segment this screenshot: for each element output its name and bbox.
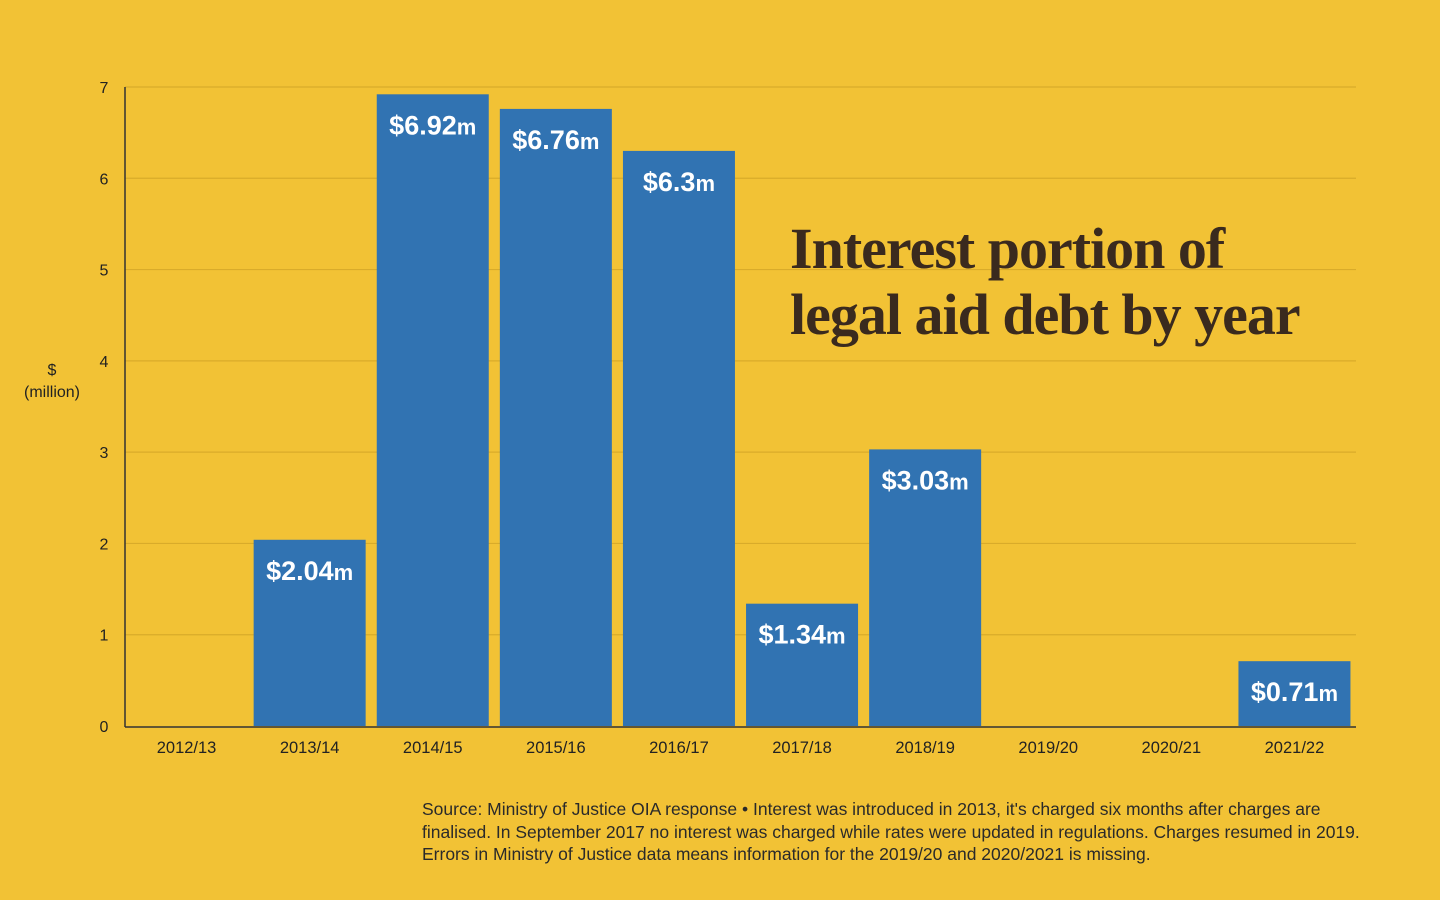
y-axis-label-line: $ [48,362,57,379]
y-axis-label-line: (million) [24,384,80,401]
y-tick-label: 7 [100,80,109,97]
bar-value-unit: m [580,129,600,154]
y-tick-label: 3 [100,445,109,462]
bar-value-unit: m [1318,681,1338,706]
bar-value-unit: m [695,171,715,196]
x-tick-label: 2013/14 [280,739,340,757]
bar-2016-17 [622,150,735,726]
bar-value-label: $6.3m [643,167,715,197]
y-tick-label: 1 [100,628,109,645]
bar-value-label: $2.04m [266,556,353,586]
bar-2017-18 [746,603,859,726]
chart-title-line: Interest portion of [790,216,1226,281]
chart-title-line: legal aid debt by year [790,282,1300,347]
bar-value-number: $2.04 [266,556,334,586]
y-axis-label: $ (million) [24,362,80,401]
x-tick-label: 2016/17 [649,739,709,757]
bar-value-label: $1.34m [758,620,845,650]
bar-value-label: $6.76m [512,125,599,155]
x-tick-label: 2017/18 [772,739,832,757]
bar-2015-16 [499,108,612,726]
y-tick-label: 4 [100,354,109,371]
bar-value-label: $0.71m [1251,677,1338,707]
bar-value-number: $1.34 [758,620,826,650]
bar-value-number: $0.71 [1251,677,1319,707]
bar-value-unit: m [457,114,477,139]
source-footnote: Source: Ministry of Justice OIA response… [422,799,1360,864]
bar-value-number: $6.92 [389,110,457,140]
y-tick-label: 5 [100,263,109,280]
y-tick-label: 6 [100,171,109,188]
x-tick-label: 2020/21 [1142,739,1202,757]
x-tick-label: 2021/22 [1265,739,1325,757]
bar-2013-14 [253,539,366,726]
bar-value-label: $6.92m [389,110,476,140]
x-tick-label: 2015/16 [526,739,586,757]
x-tick-label: 2012/13 [157,739,217,757]
y-tick-label: 2 [100,536,109,553]
bar-value-number: $3.03 [882,465,950,495]
x-tick-label: 2019/20 [1018,739,1078,757]
bar-value-unit: m [826,624,846,649]
x-tick-label: 2018/19 [895,739,955,757]
bar-value-number: $6.3 [643,167,696,197]
y-tick-label: 0 [100,719,109,736]
bars: $2.04m$6.92m $6.76m$6.3m$1.34m$3.03m$0.71… [253,94,1351,726]
bar-2021-22 [1238,661,1351,726]
x-axis: 2012/13 2013/14 2014/15 2015/16 2016/17 2017/… [125,726,1356,757]
x-tick-label: 2014/15 [403,739,463,757]
bar-value-label: $3.03m [882,465,969,495]
bar-value-unit: m [949,469,969,494]
y-axis: 0 1 2 3 4 5 6 7 [100,80,126,736]
bar-2018-19 [869,449,982,726]
bar-value-unit: m [334,560,354,585]
bar-2014-15 [376,94,489,726]
bar-value-number: $6.76 [512,125,580,155]
